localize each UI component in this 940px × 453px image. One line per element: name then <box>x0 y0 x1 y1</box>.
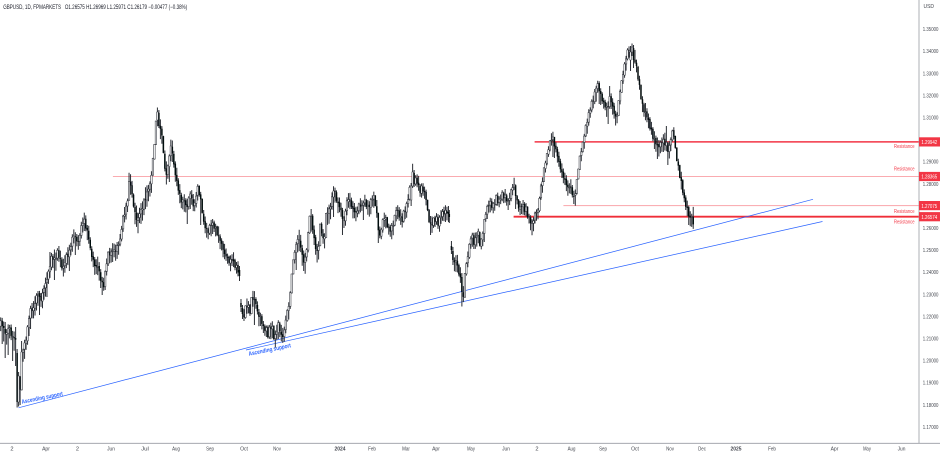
svg-text:2: 2 <box>76 446 79 452</box>
svg-text:Dec: Dec <box>698 446 706 452</box>
svg-text:1.17000: 1.17000 <box>923 425 939 431</box>
svg-text:1.24000: 1.24000 <box>923 270 939 276</box>
svg-text:May: May <box>863 446 871 452</box>
svg-text:USD: USD <box>924 4 935 10</box>
svg-text:Jul: Jul <box>141 446 149 452</box>
svg-text:Apr: Apr <box>831 446 839 452</box>
svg-text:Resistance: Resistance <box>894 144 915 150</box>
svg-text:2: 2 <box>10 446 13 452</box>
svg-text:Mar: Mar <box>402 446 410 452</box>
svg-text:Jun: Jun <box>502 446 510 452</box>
svg-text:Nov: Nov <box>273 446 281 452</box>
svg-text:Oct: Oct <box>631 446 639 452</box>
svg-text:Oct: Oct <box>240 446 248 452</box>
svg-text:1.29942: 1.29942 <box>921 140 937 146</box>
svg-text:1.21000: 1.21000 <box>923 337 939 343</box>
svg-text:1.26574: 1.26574 <box>921 215 937 221</box>
svg-text:2025: 2025 <box>731 446 742 452</box>
svg-text:1.33000: 1.33000 <box>923 71 939 77</box>
svg-text:1.31000: 1.31000 <box>923 116 939 122</box>
svg-text:Resistance: Resistance <box>894 166 915 172</box>
svg-text:Sep: Sep <box>599 446 607 452</box>
svg-text:Jun: Jun <box>898 446 906 452</box>
svg-text:Feb: Feb <box>768 446 776 452</box>
svg-text:Apr: Apr <box>432 446 440 452</box>
svg-text:Sep: Sep <box>206 446 214 452</box>
svg-text:Aug: Aug <box>172 446 180 452</box>
svg-text:1.35000: 1.35000 <box>923 27 939 33</box>
svg-text:1.22000: 1.22000 <box>923 314 939 320</box>
svg-text:2024: 2024 <box>335 446 347 452</box>
svg-text:1.19000: 1.19000 <box>923 381 939 387</box>
svg-text:1.28000: 1.28000 <box>923 182 939 188</box>
svg-text:1.32000: 1.32000 <box>923 93 939 99</box>
svg-text:1.20000: 1.20000 <box>923 359 939 365</box>
svg-text:Resistance: Resistance <box>894 209 915 215</box>
svg-text:Jun: Jun <box>107 446 115 452</box>
svg-text:Resistance: Resistance <box>894 220 915 226</box>
svg-text:Feb: Feb <box>368 446 376 452</box>
svg-text:May: May <box>467 446 475 452</box>
svg-text:1.25000: 1.25000 <box>923 248 939 254</box>
svg-text:Nov: Nov <box>666 446 674 452</box>
svg-text:1.27075: 1.27075 <box>921 204 937 210</box>
svg-text:Apr: Apr <box>42 446 50 452</box>
svg-text:1.26000: 1.26000 <box>923 226 939 232</box>
svg-text:1.28365: 1.28365 <box>921 175 937 181</box>
svg-text:1.29000: 1.29000 <box>923 160 939 166</box>
svg-text:2: 2 <box>535 446 538 452</box>
svg-text:1.18000: 1.18000 <box>923 403 939 409</box>
svg-text:Aug: Aug <box>568 446 576 452</box>
svg-text:1.23000: 1.23000 <box>923 292 939 298</box>
svg-text:GBPUSD, 1D, FPMARKETS O1.265: GBPUSD, 1D, FPMARKETS O1.26575 H1.26969 … <box>3 5 187 11</box>
svg-text:1.34000: 1.34000 <box>923 49 939 55</box>
